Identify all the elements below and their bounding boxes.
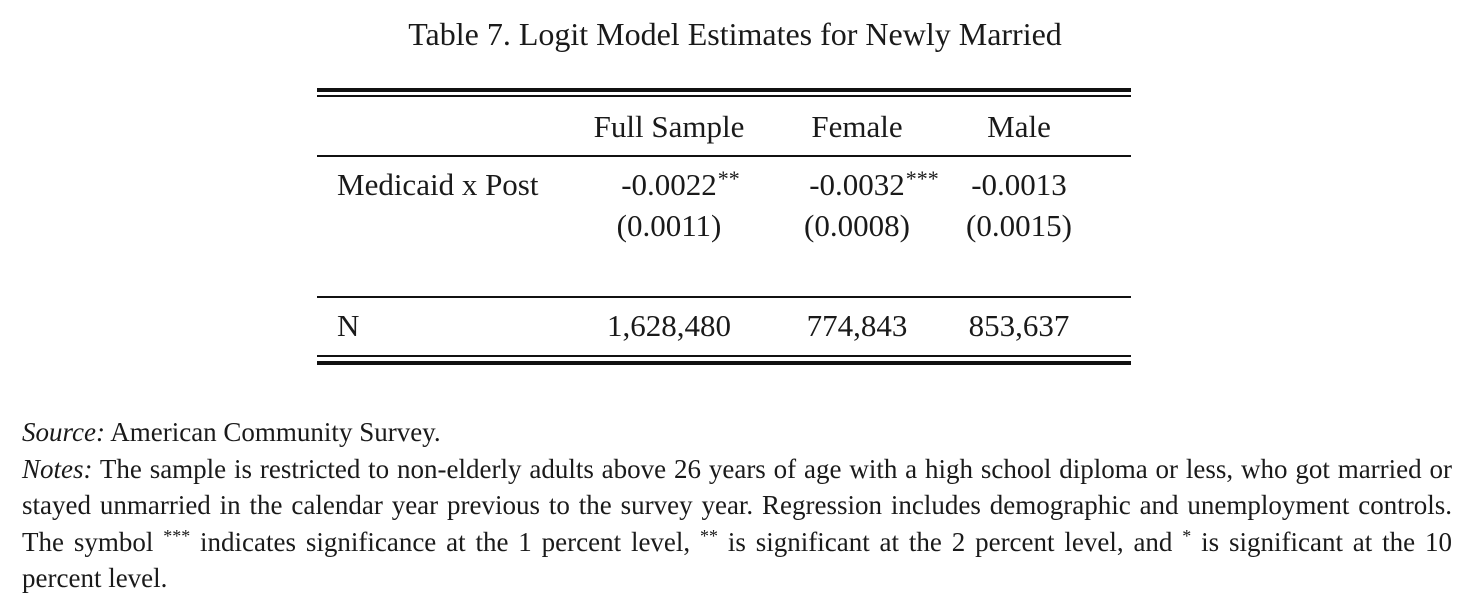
bottom-rule-thick <box>317 361 1131 365</box>
estimate-male: -0.0013 <box>919 167 1119 203</box>
row-label-medicaid-post: Medicaid x Post <box>337 167 539 202</box>
notes-text-2: indicates significance at the 1 percent … <box>190 526 701 557</box>
notes-paragraph: Notes: The sample is restricted to non-e… <box>22 451 1452 597</box>
header-rule <box>317 155 1131 157</box>
n-full-sample: 1,628,480 <box>607 308 731 343</box>
estimate-female: -0.0032 *** <box>757 166 957 203</box>
notes-text-3: is significant at the 2 percent level, a… <box>718 526 1183 557</box>
estimate-value: -0.0022 <box>621 167 717 202</box>
significance-stars: ** <box>717 166 740 191</box>
estimate-value: -0.0013 <box>971 167 1067 202</box>
table-notes: Source: American Community Survey. Notes… <box>22 414 1452 597</box>
estimate-value: -0.0032 <box>809 167 905 202</box>
column-header-female: Female <box>811 109 903 144</box>
notes-symbol-3: * <box>1182 525 1192 546</box>
regression-table: Full Sample Female Male Medicaid x Post … <box>317 88 1131 368</box>
table-title: Table 7. Logit Model Estimates for Newly… <box>408 16 1062 52</box>
n-female: 774,843 <box>806 308 908 343</box>
source-label: Source: <box>22 417 105 447</box>
column-header-male: Male <box>987 109 1051 144</box>
row-label-n: N <box>337 308 360 343</box>
bottom-rule-thin <box>317 355 1131 357</box>
source-text: American Community Survey. <box>104 417 441 447</box>
significance-stars: *** <box>905 166 939 191</box>
top-rule-thin <box>317 95 1131 97</box>
std-error-male: (0.0015) <box>966 208 1072 243</box>
notes-text-4: is significant at the 10 percent level. <box>22 526 1452 594</box>
top-rule-thick <box>317 88 1131 92</box>
std-error-full-sample: (0.0011) <box>616 208 722 243</box>
estimate-full-sample: -0.0022 ** <box>569 166 769 203</box>
mid-rule <box>317 296 1131 298</box>
n-male: 853,637 <box>968 308 1070 343</box>
notes-symbol-1: *** <box>163 525 191 546</box>
source-line: Source: American Community Survey. <box>22 414 1452 451</box>
column-header-full-sample: Full Sample <box>593 109 745 144</box>
std-error-female: (0.0008) <box>804 208 910 243</box>
notes-text-1: The sample is restricted to non-elderly … <box>22 453 1452 557</box>
notes-label: Notes: <box>22 453 93 484</box>
notes-symbol-2: ** <box>700 525 719 546</box>
